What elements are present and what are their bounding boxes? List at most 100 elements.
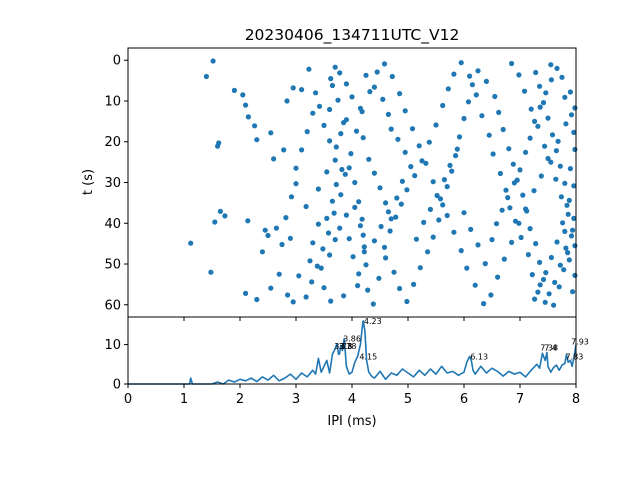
scatter-point xyxy=(506,146,512,152)
scatter-point xyxy=(252,123,258,129)
scatter-point xyxy=(427,206,433,212)
scatter-point xyxy=(355,283,361,289)
scatter-point xyxy=(399,178,405,184)
scatter-point xyxy=(359,216,365,222)
scatter-point xyxy=(215,143,221,149)
scatter-point xyxy=(381,61,388,67)
scatter-point xyxy=(440,202,446,208)
scatter-point xyxy=(378,223,384,230)
histogram-x-tick-label: 3 xyxy=(292,392,300,407)
scatter-point xyxy=(262,227,268,233)
scatter-point xyxy=(571,215,577,221)
scatter-point xyxy=(561,267,567,273)
scatter-point xyxy=(316,103,323,109)
scatter-point xyxy=(568,112,575,118)
scatter-point xyxy=(376,275,382,281)
scatter-point xyxy=(381,244,388,250)
scatter-point xyxy=(217,208,223,214)
scatter-point xyxy=(449,168,455,174)
scatter-point xyxy=(397,91,403,97)
scatter-point xyxy=(461,210,467,216)
scatter-point xyxy=(509,239,515,245)
scatter-point xyxy=(426,139,432,145)
scatter-point xyxy=(404,298,410,305)
scatter-point xyxy=(436,217,442,223)
peak-label: 4.23 xyxy=(364,317,382,326)
scatter-point xyxy=(328,298,334,304)
scatter-point xyxy=(563,245,569,251)
scatter-point xyxy=(552,279,558,285)
scatter-point xyxy=(360,232,366,238)
scatter-point xyxy=(346,236,352,242)
scatter-point xyxy=(324,169,330,175)
scatter-point xyxy=(245,218,251,224)
scatter-point xyxy=(479,113,485,119)
scatter-point xyxy=(348,151,354,157)
scatter-point xyxy=(473,92,479,98)
scatter-point xyxy=(510,161,516,167)
scatter-point xyxy=(329,82,335,89)
histogram-x-tick-label: 1 xyxy=(180,392,188,407)
scatter-point xyxy=(281,147,287,153)
scatter-point xyxy=(299,147,305,153)
scatter-point xyxy=(283,215,289,221)
scatter-point xyxy=(548,254,555,261)
peak-label: 3.86 xyxy=(343,335,361,344)
scatter-point xyxy=(231,87,237,93)
scatter-point xyxy=(523,206,529,212)
scatter-point xyxy=(507,205,513,211)
scatter-point xyxy=(555,138,561,144)
scatter-point xyxy=(303,294,309,300)
scatter-point xyxy=(537,104,543,110)
scatter-point xyxy=(339,166,345,173)
scatter-point xyxy=(306,66,312,72)
scatter-point xyxy=(409,126,416,132)
scatter-point xyxy=(385,111,391,117)
scatter-point xyxy=(472,282,478,288)
scatter-point xyxy=(321,122,327,128)
scatter-point xyxy=(565,211,571,217)
scatter-point xyxy=(245,114,251,120)
scatter-point xyxy=(350,254,356,260)
scatter-point xyxy=(360,135,366,141)
scatter-point xyxy=(268,285,274,291)
scatter-point xyxy=(320,246,326,252)
scatter-point xyxy=(374,69,380,75)
scatter-point xyxy=(341,120,347,126)
scatter-point xyxy=(371,238,377,244)
scatter-point xyxy=(324,215,330,221)
scatter-point xyxy=(377,185,383,191)
scatter-point xyxy=(411,281,417,287)
scatter-point xyxy=(416,143,422,149)
scatter-point xyxy=(259,249,265,255)
scatter-point xyxy=(545,155,551,162)
scatter-point xyxy=(296,273,302,279)
scatter-point xyxy=(425,249,431,255)
scatter-point xyxy=(559,74,565,80)
scatter-point xyxy=(314,263,320,269)
scatter-point xyxy=(495,274,501,280)
scatter-point xyxy=(430,234,436,240)
scatter-point xyxy=(337,70,343,76)
scatter-point xyxy=(496,109,502,115)
scatter-point xyxy=(352,179,358,186)
scatter-point xyxy=(389,73,395,80)
scatter-point xyxy=(434,192,440,199)
peak-label: 7.38 xyxy=(540,344,558,353)
scatter-point xyxy=(511,180,517,186)
scatter-point xyxy=(560,220,566,226)
scatter-point xyxy=(423,160,429,166)
scatter-point xyxy=(333,181,339,188)
scatter-point xyxy=(388,126,394,132)
histogram-y-tick-label: 10 xyxy=(104,338,121,353)
scatter-point xyxy=(558,194,565,200)
scatter-point xyxy=(359,109,365,115)
scatter-point xyxy=(273,225,279,231)
scatter-point xyxy=(535,289,541,295)
scatter-y-tick-label: 30 xyxy=(104,176,121,191)
scatter-point xyxy=(562,180,568,186)
scatter-point xyxy=(342,171,348,177)
scatter-y-tick-label: 50 xyxy=(104,258,121,273)
scatter-point xyxy=(469,82,475,88)
